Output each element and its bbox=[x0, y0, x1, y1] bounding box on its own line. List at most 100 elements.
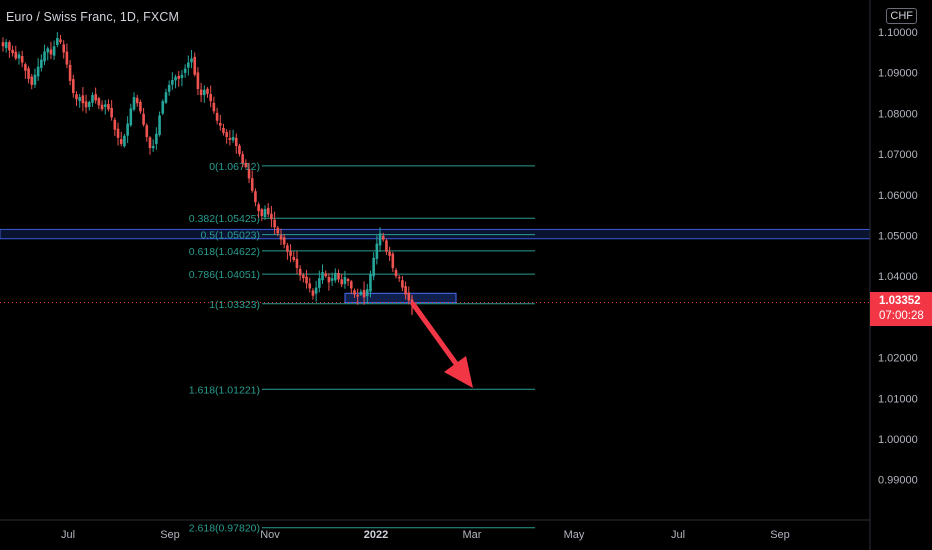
candle-body bbox=[193, 56, 197, 75]
candle-body bbox=[132, 97, 136, 110]
candle-body bbox=[375, 243, 379, 259]
x-tick-label: Jul bbox=[61, 529, 75, 541]
fib-level-label: 0.5(1.05023) bbox=[200, 230, 260, 242]
candle-body bbox=[84, 101, 88, 108]
candle-body bbox=[318, 278, 321, 288]
candle-body bbox=[190, 58, 193, 63]
candles-layer bbox=[1, 32, 414, 315]
candle-body bbox=[174, 76, 177, 81]
candle-body bbox=[270, 213, 273, 220]
fib-level-label: 0.618(1.04622) bbox=[189, 246, 260, 258]
candle-body bbox=[346, 279, 350, 282]
candle-body bbox=[257, 204, 260, 212]
candle-body bbox=[327, 276, 331, 283]
candle-body bbox=[222, 127, 225, 133]
candle-body bbox=[266, 207, 270, 215]
candle-body bbox=[49, 49, 53, 55]
candle-body bbox=[286, 245, 289, 252]
candle-body bbox=[161, 101, 165, 114]
candle-body bbox=[295, 258, 299, 269]
bar-countdown: 07:00:28 bbox=[879, 310, 924, 322]
candle-body bbox=[1, 42, 5, 47]
fibonacci-retracement[interactable]: 0(1.06712) 0.382(1.05425) 0.5(1.05023) 0.61… bbox=[189, 161, 535, 535]
candle-body bbox=[388, 251, 391, 256]
candle-body bbox=[110, 107, 113, 118]
candle-body bbox=[27, 68, 30, 79]
candle-body bbox=[151, 145, 155, 149]
candle-body bbox=[68, 64, 72, 81]
candle-body bbox=[369, 274, 372, 292]
candle-body bbox=[225, 132, 228, 138]
symbol-title[interactable]: Euro / Swiss Franc, 1D, FXCM bbox=[6, 10, 179, 24]
fib-level-label: 0(1.06712) bbox=[209, 161, 260, 173]
candle-body bbox=[113, 119, 117, 130]
candle-body bbox=[282, 237, 286, 245]
candle-body bbox=[30, 76, 34, 85]
candle-body bbox=[334, 272, 337, 281]
candle-body bbox=[71, 79, 75, 94]
candle-body bbox=[356, 294, 359, 297]
y-tick-label: 1.00000 bbox=[878, 434, 918, 446]
fib-level-label: 0.786(1.04051) bbox=[189, 269, 260, 281]
candle-body bbox=[359, 291, 363, 295]
candle-body bbox=[238, 145, 241, 155]
candle-body bbox=[145, 125, 149, 138]
candle-body bbox=[199, 89, 203, 96]
candle-body bbox=[164, 92, 168, 103]
candle-body bbox=[305, 276, 308, 284]
y-tick-label: 1.02000 bbox=[878, 353, 918, 365]
candle-body bbox=[94, 94, 97, 101]
candle-body bbox=[343, 277, 347, 284]
candle-body bbox=[298, 268, 302, 276]
last-price: 1.03352 bbox=[879, 295, 921, 307]
candle-body bbox=[381, 235, 385, 240]
candle-body bbox=[308, 283, 312, 289]
candle-body bbox=[228, 137, 232, 140]
candle-body bbox=[81, 95, 85, 104]
currency-button[interactable]: CHF bbox=[886, 8, 917, 24]
fib-level-label: 1.618(1.01221) bbox=[189, 384, 260, 396]
candle-body bbox=[231, 137, 235, 141]
x-tick-label: Nov bbox=[260, 529, 280, 541]
candle-body bbox=[167, 84, 171, 92]
candle-body bbox=[116, 128, 120, 138]
candle-body bbox=[349, 281, 353, 289]
candle-body bbox=[324, 273, 328, 277]
candle-body bbox=[314, 287, 318, 294]
x-tick-label: May bbox=[564, 529, 585, 541]
candle-body bbox=[391, 253, 395, 269]
candle-body bbox=[56, 38, 59, 45]
x-tick-label: Sep bbox=[160, 529, 180, 541]
candle-body bbox=[65, 51, 69, 65]
y-tick-label: 1.08000 bbox=[878, 108, 918, 120]
y-tick-label: 1.05000 bbox=[878, 231, 918, 243]
arrow-shaft bbox=[410, 301, 465, 375]
candle-body bbox=[100, 104, 104, 110]
projection-arrow[interactable] bbox=[410, 301, 473, 388]
y-tick-label: 1.04000 bbox=[878, 271, 918, 283]
candle-body bbox=[196, 72, 200, 89]
price-axis[interactable]: 1.10000 1.09000 1.08000 1.07000 1.06000 1.050… bbox=[878, 27, 918, 487]
candle-body bbox=[362, 289, 366, 298]
candle-body bbox=[289, 251, 292, 256]
candle-body bbox=[365, 289, 369, 297]
candle-body bbox=[385, 240, 388, 252]
candle-body bbox=[11, 49, 14, 54]
candle-body bbox=[404, 286, 407, 295]
candle-body bbox=[129, 108, 133, 126]
candle-body bbox=[187, 62, 190, 68]
candle-body bbox=[250, 178, 254, 191]
x-tick-label: 2022 bbox=[364, 529, 388, 541]
candle-body bbox=[33, 74, 37, 85]
x-tick-label: Jul bbox=[671, 529, 685, 541]
candle-body bbox=[292, 256, 296, 260]
candle-body bbox=[119, 139, 123, 144]
time-axis[interactable]: Jul Sep Nov 2022 Mar May Jul Sep bbox=[61, 529, 790, 541]
candle-body bbox=[302, 275, 305, 279]
fib-level-label: 0.382(1.05425) bbox=[189, 213, 260, 225]
candle-body bbox=[276, 227, 280, 234]
candle-body bbox=[279, 235, 283, 240]
candle-body bbox=[241, 154, 244, 164]
candle-body bbox=[177, 75, 181, 79]
